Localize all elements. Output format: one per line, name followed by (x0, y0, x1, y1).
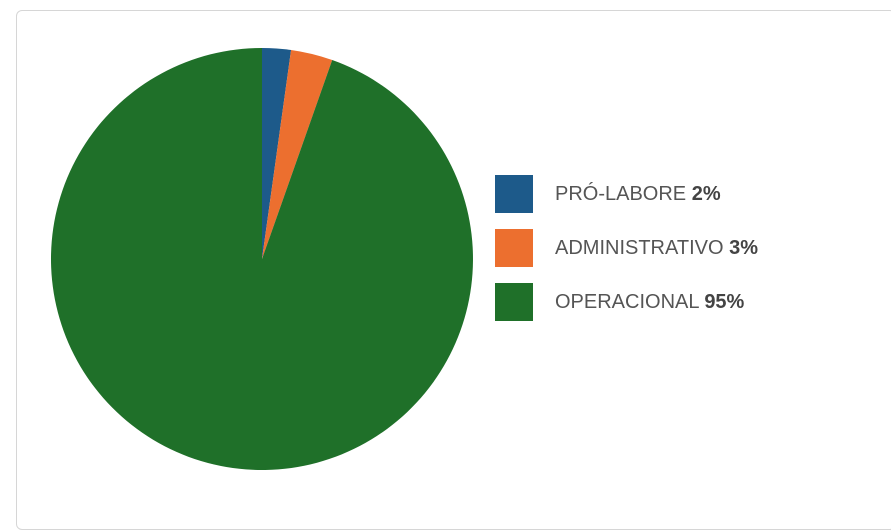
pie-slice-administrativo[interactable] (262, 50, 333, 260)
legend-label-administrativo: ADMINISTRATIVO (555, 236, 724, 259)
pie-slice-pro-labore[interactable] (262, 48, 292, 259)
pie-slice-operacional[interactable] (50, 48, 473, 470)
legend-item-operacional[interactable]: OPERACIONAL 95% (495, 282, 758, 322)
legend-swatch-pro-labore (495, 175, 533, 213)
legend-swatch-administrativo (495, 229, 533, 267)
legend-item-administrativo[interactable]: ADMINISTRATIVO 3% (495, 228, 758, 268)
legend-swatch-operacional (495, 283, 533, 321)
legend-label-operacional: OPERACIONAL (555, 290, 699, 313)
legend-label-pro-labore: PRÓ-LABORE (555, 182, 687, 205)
legend-percent-operacional: 95% (704, 290, 745, 313)
legend-item-pro-labore[interactable]: PRÓ-LABORE 2% (495, 174, 758, 214)
chart-legend: PRÓ-LABORE 2% ADMINISTRATIVO 3% OPERACIO… (495, 174, 758, 336)
legend-percent-administrativo: 3% (729, 236, 758, 259)
legend-percent-pro-labore: 2% (691, 182, 721, 205)
